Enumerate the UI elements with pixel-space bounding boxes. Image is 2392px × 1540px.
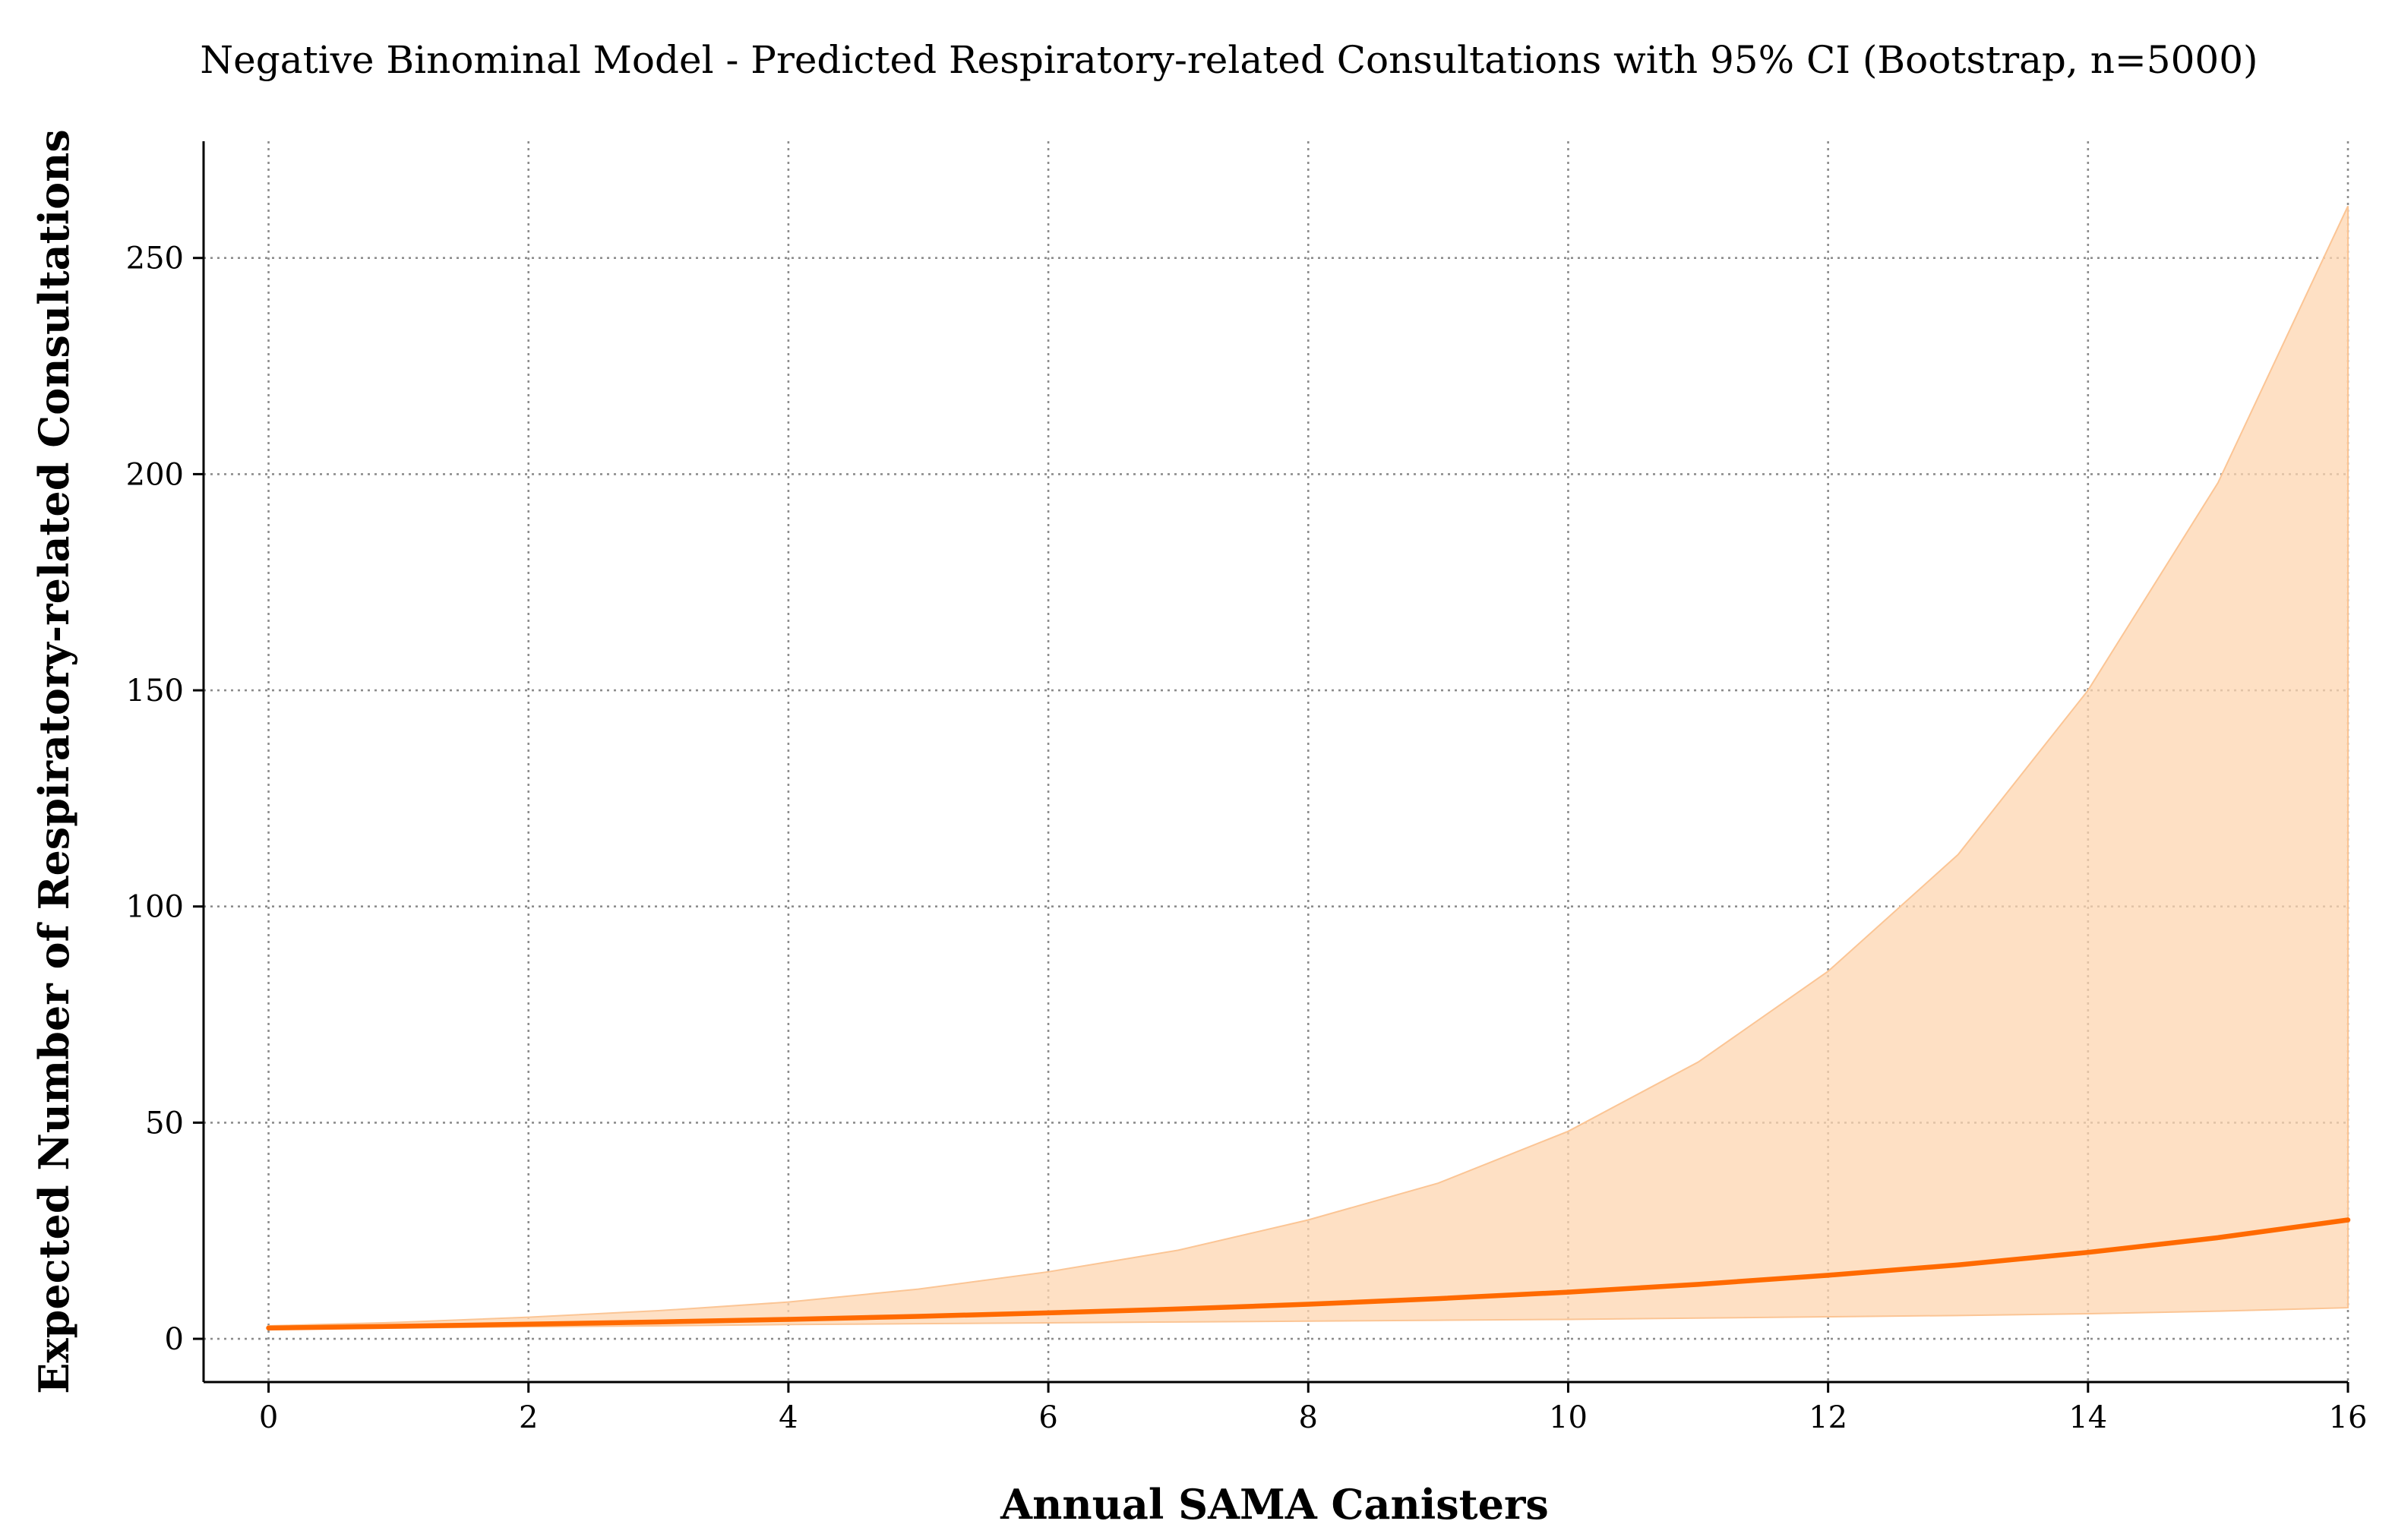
- x-tick-label: 10: [1549, 1400, 1588, 1435]
- y-tick-label: 0: [165, 1322, 184, 1357]
- predicted-line: [266, 1217, 2351, 1331]
- x-tick-label: 8: [1299, 1400, 1318, 1435]
- y-ticks: 0 50 100 150 200 250: [126, 241, 204, 1357]
- x-tick-label: 6: [1038, 1400, 1057, 1435]
- ci-band: [267, 205, 2349, 1330]
- x-tick-label: 0: [259, 1400, 278, 1435]
- y-axis-label: Expected Number of Respiratory-related C…: [30, 129, 78, 1394]
- x-tick-label: 4: [779, 1400, 798, 1435]
- x-tick-label: 12: [1809, 1400, 1847, 1435]
- x-axis-label: Annual SAMA Canisters: [1000, 1480, 1549, 1529]
- y-tick-label: 50: [145, 1106, 184, 1141]
- x-tick-label: 16: [2329, 1400, 2368, 1435]
- y-tick-label: 150: [126, 674, 184, 708]
- x-ticks: 0 2 4 6 8 10 12 14 16: [259, 1382, 2368, 1435]
- chart-title: Negative Binominal Model - Predicted Res…: [200, 38, 2258, 82]
- y-tick-label: 100: [126, 890, 184, 925]
- x-tick-label: 14: [2068, 1400, 2107, 1435]
- y-tick-label: 250: [126, 241, 184, 276]
- y-tick-label: 200: [126, 457, 184, 492]
- x-tick-label: 2: [519, 1400, 538, 1435]
